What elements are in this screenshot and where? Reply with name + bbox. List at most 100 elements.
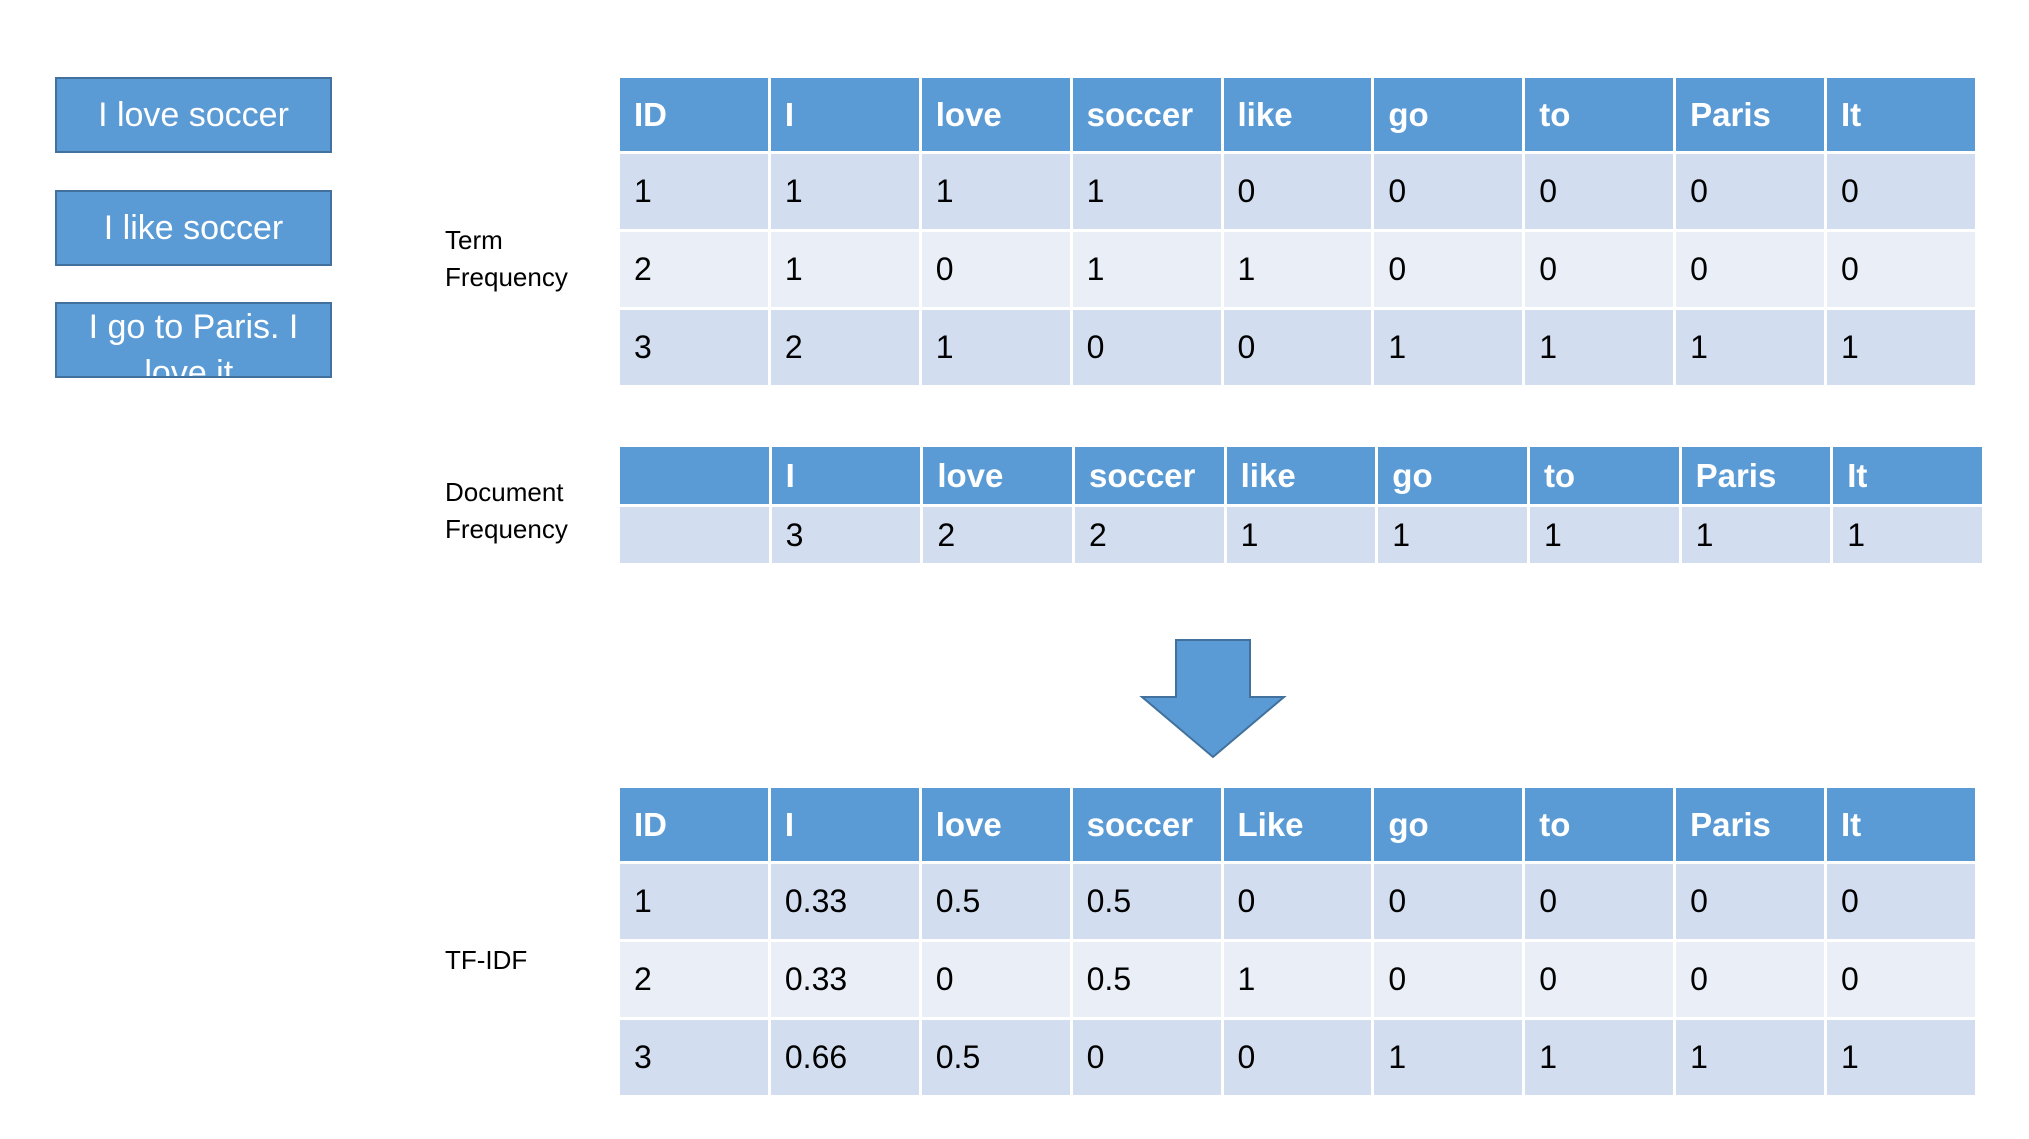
table-cell: 0 xyxy=(1374,942,1523,1017)
document-frequency-label-line-2: Frequency xyxy=(445,514,568,544)
column-header: ID xyxy=(620,78,768,151)
term-frequency-label-line-1: Term xyxy=(445,225,503,255)
term-frequency-label-line-2: Frequency xyxy=(445,262,568,292)
column-header: Paris xyxy=(1676,78,1824,151)
column-header: go xyxy=(1378,447,1527,504)
table-cell: 1 xyxy=(1827,1020,1975,1095)
document-text-2: I like soccer xyxy=(103,209,284,247)
column-header: Paris xyxy=(1676,788,1824,861)
table-row: 2 0.33 0 0.5 1 0 0 0 0 xyxy=(620,942,1975,1017)
column-header xyxy=(620,447,769,504)
column-header: love xyxy=(923,447,1072,504)
table-cell xyxy=(620,507,769,563)
table-cell: 1 xyxy=(620,864,768,939)
table-cell: 1 xyxy=(770,154,919,229)
table-cell: 0 xyxy=(1525,864,1674,939)
table-cell: 1 xyxy=(1827,310,1975,385)
table-cell: 1 xyxy=(1226,507,1376,563)
table-cell: 2 xyxy=(620,232,768,307)
document-text-3: I go to Paris. I love it. xyxy=(88,308,299,378)
column-header: soccer xyxy=(1072,78,1221,151)
table-row: 3 0.66 0.5 0 0 1 1 1 1 xyxy=(620,1020,1975,1095)
table-cell: 1 xyxy=(1833,507,1982,563)
column-header: Like xyxy=(1223,788,1372,861)
column-header: like xyxy=(1223,78,1372,151)
column-header: to xyxy=(1525,78,1674,151)
table-cell: 1 xyxy=(1676,1020,1824,1095)
table-cell: 1 xyxy=(620,154,768,229)
down-arrow-shape xyxy=(1139,639,1287,759)
table-cell: 0 xyxy=(921,942,1070,1017)
table-cell: 0 xyxy=(1676,154,1824,229)
column-header: It xyxy=(1827,788,1975,861)
table-cell: 0 xyxy=(1072,1020,1221,1095)
column-header: soccer xyxy=(1074,447,1224,504)
table-cell: 1 xyxy=(1676,310,1824,385)
column-header: go xyxy=(1374,78,1523,151)
down-arrow-icon xyxy=(1139,639,1287,759)
table-cell: 1 xyxy=(1681,507,1831,563)
table-cell: 0 xyxy=(1374,864,1523,939)
table-cell: 1 xyxy=(1223,942,1372,1017)
table-cell: 1 xyxy=(921,154,1070,229)
table-cell: 0.5 xyxy=(921,864,1070,939)
table-cell: 3 xyxy=(620,1020,768,1095)
table-cell: 0 xyxy=(1525,942,1674,1017)
table-cell: 0 xyxy=(1827,864,1975,939)
table-cell: 1 xyxy=(921,310,1070,385)
table-cell: 0 xyxy=(1525,232,1674,307)
table-cell: 0 xyxy=(1223,864,1372,939)
column-header: I xyxy=(770,78,919,151)
table-cell: 1 xyxy=(1072,232,1221,307)
table-cell: 0.5 xyxy=(921,1020,1070,1095)
column-header: like xyxy=(1226,447,1376,504)
column-header: It xyxy=(1833,447,1982,504)
table-cell: 0 xyxy=(1827,154,1975,229)
table-cell: 1 xyxy=(1072,154,1221,229)
table-cell: 0.5 xyxy=(1072,864,1221,939)
table-cell: 1 xyxy=(1374,310,1523,385)
table-cell: 1 xyxy=(1529,507,1679,563)
column-header: It xyxy=(1827,78,1975,151)
document-box-1: I love soccer xyxy=(55,77,332,153)
table-cell: 0 xyxy=(1072,310,1221,385)
table-row: 1 0.33 0.5 0.5 0 0 0 0 0 xyxy=(620,864,1975,939)
table-cell: 0 xyxy=(1223,154,1372,229)
column-header: to xyxy=(1529,447,1679,504)
table-cell: 0 xyxy=(1223,1020,1372,1095)
table-cell: 0 xyxy=(1827,942,1975,1017)
column-header: go xyxy=(1374,788,1523,861)
tfidf-label: TF-IDF xyxy=(445,942,527,979)
column-header: love xyxy=(921,78,1070,151)
table-cell: 1 xyxy=(770,232,919,307)
table-cell: 3 xyxy=(620,310,768,385)
table-cell: 0.66 xyxy=(770,1020,919,1095)
table-cell: 1 xyxy=(1374,1020,1523,1095)
table-cell: 2 xyxy=(770,310,919,385)
table-cell: 1 xyxy=(1525,310,1674,385)
document-text-1: I love soccer xyxy=(98,96,289,134)
table-cell: 0 xyxy=(1676,864,1824,939)
table-cell: 1 xyxy=(1525,1020,1674,1095)
table-cell: 0 xyxy=(921,232,1070,307)
tfidf-label-text: TF-IDF xyxy=(445,945,528,975)
term-frequency-label: Term Frequency xyxy=(445,222,568,296)
column-header: I xyxy=(771,447,921,504)
document-frequency-label-line-1: Document xyxy=(445,477,564,507)
table-cell: 3 xyxy=(771,507,921,563)
table-cell: 0.33 xyxy=(770,942,919,1017)
table-cell: 0 xyxy=(1374,154,1523,229)
table-cell: 0 xyxy=(1676,942,1824,1017)
column-header: ID xyxy=(620,788,768,861)
table-cell: 0.33 xyxy=(770,864,919,939)
table-cell: 0 xyxy=(1223,310,1372,385)
table-cell: 2 xyxy=(1074,507,1224,563)
